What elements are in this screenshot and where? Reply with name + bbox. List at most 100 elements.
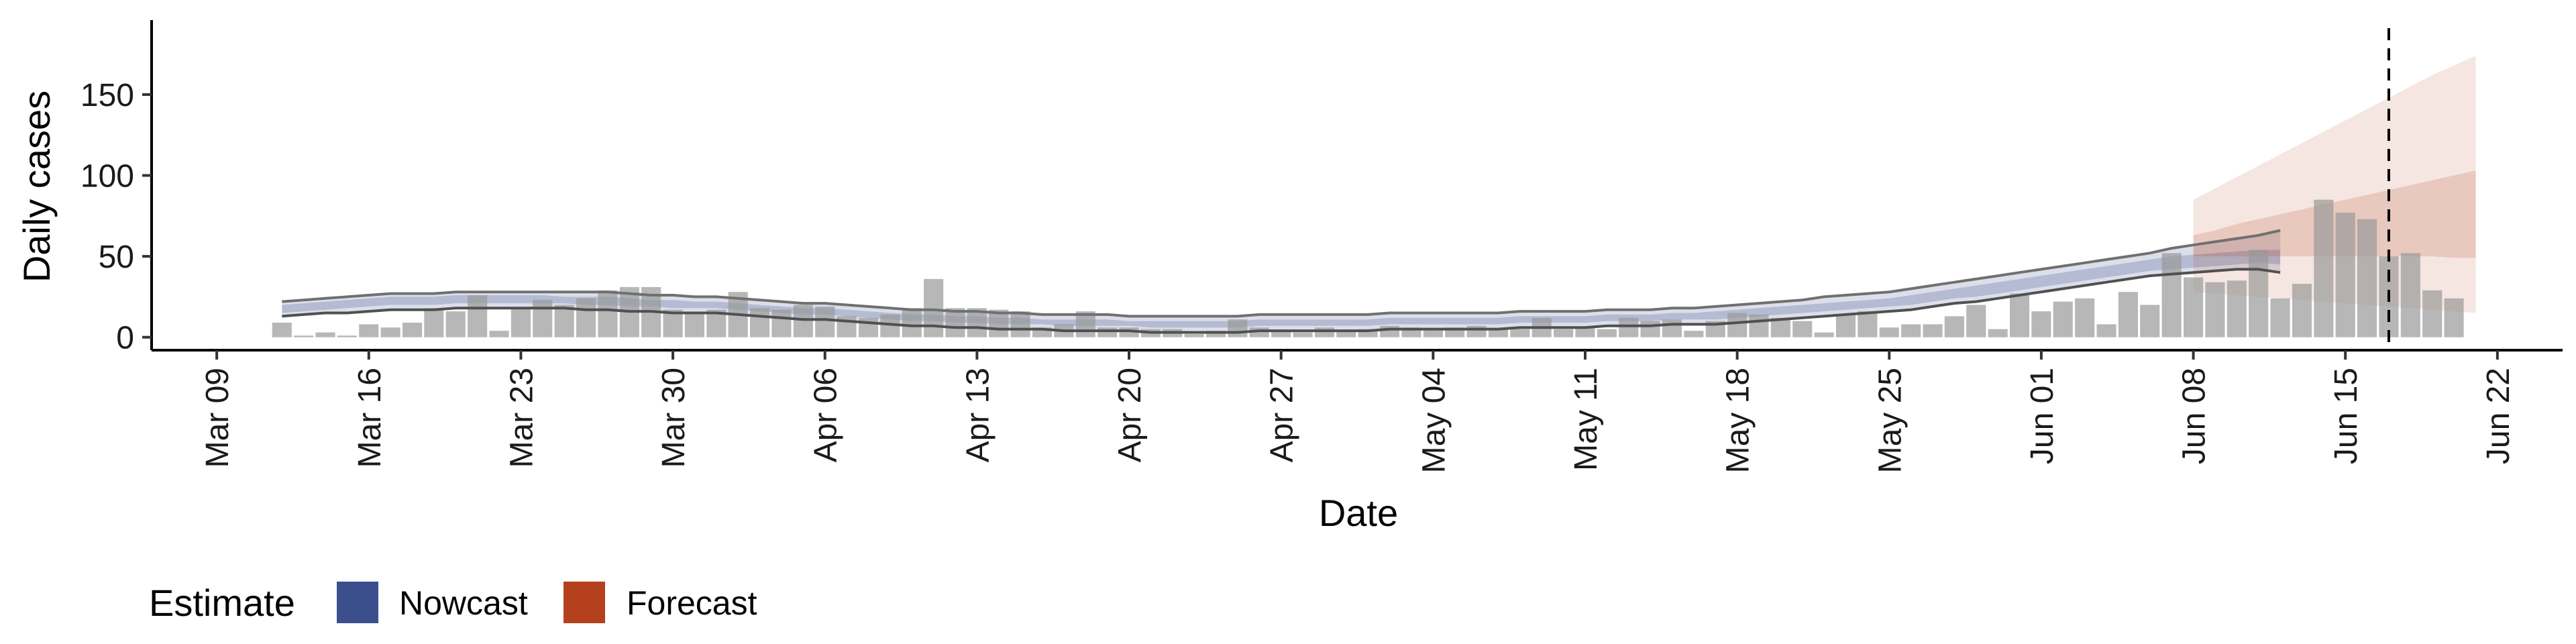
case-bar bbox=[511, 308, 531, 337]
case-bar bbox=[1597, 329, 1617, 337]
case-bar bbox=[1858, 311, 1878, 337]
x-tick-label: Apr 06 bbox=[808, 368, 844, 462]
legend-swatch-nowcast bbox=[337, 582, 378, 623]
x-tick-label: Jun 15 bbox=[2328, 368, 2364, 464]
case-bar bbox=[424, 308, 444, 337]
case-bar bbox=[1662, 319, 1682, 337]
case-bar bbox=[945, 308, 965, 337]
case-bar bbox=[2096, 324, 2116, 337]
case-bar bbox=[1097, 327, 1118, 337]
case-bar bbox=[902, 308, 922, 337]
case-bar bbox=[858, 317, 878, 337]
case-bar bbox=[815, 306, 835, 337]
case-bar bbox=[1619, 317, 1639, 337]
case-bar bbox=[684, 313, 704, 337]
case-bar bbox=[2161, 253, 2182, 337]
case-bar bbox=[1879, 327, 1899, 337]
y-axis-ticks: 0 50 100 150 bbox=[80, 78, 152, 356]
case-bar bbox=[2400, 253, 2420, 337]
y-tick-label: 150 bbox=[80, 78, 134, 113]
case-bar bbox=[1792, 321, 1813, 337]
case-bar bbox=[2053, 301, 2073, 337]
legend-label-nowcast: Nowcast bbox=[399, 584, 528, 622]
case-bar bbox=[1380, 325, 1400, 337]
case-bar bbox=[1684, 331, 1704, 337]
x-tick-label: Jun 01 bbox=[2025, 368, 2060, 464]
case-bar bbox=[2010, 293, 2030, 337]
case-bar bbox=[1423, 329, 1443, 337]
forecast-outer-band bbox=[2193, 56, 2476, 313]
case-bar bbox=[576, 298, 596, 337]
nowcast-inner-band bbox=[282, 250, 2281, 328]
case-bar bbox=[1271, 331, 1291, 337]
case-bar bbox=[359, 324, 379, 337]
x-tick-label: Apr 13 bbox=[960, 368, 996, 462]
x-axis-title: Date bbox=[1319, 492, 1398, 534]
case-bar bbox=[2031, 311, 2051, 337]
case-bar bbox=[1206, 331, 1226, 337]
x-tick-label: May 25 bbox=[1872, 368, 1908, 473]
band-outlines bbox=[282, 229, 2281, 334]
legend-label-forecast: Forecast bbox=[627, 584, 757, 622]
x-tick-label: Apr 20 bbox=[1112, 368, 1148, 462]
case-bar bbox=[1228, 319, 1248, 337]
case-bar bbox=[1835, 314, 1856, 337]
x-tick-label: Mar 16 bbox=[352, 368, 388, 468]
case-bar bbox=[2118, 292, 2138, 337]
x-tick-label: May 04 bbox=[1416, 368, 1452, 473]
case-bar bbox=[1575, 327, 1595, 337]
legend-title: Estimate bbox=[149, 582, 295, 624]
case-bar bbox=[272, 323, 292, 337]
nowcast-outer-band bbox=[282, 230, 2281, 333]
case-bar bbox=[1988, 329, 2008, 337]
case-bar bbox=[1510, 329, 1530, 337]
case-bar bbox=[468, 295, 488, 337]
y-tick-label: 100 bbox=[80, 159, 134, 195]
case-bar bbox=[1184, 333, 1204, 337]
case-bar bbox=[489, 331, 509, 337]
x-tick-label: Apr 27 bbox=[1265, 368, 1300, 462]
x-tick-label: Jun 22 bbox=[2481, 368, 2516, 464]
x-tick-label: Jun 08 bbox=[2177, 368, 2212, 464]
x-tick-label: Mar 23 bbox=[504, 368, 539, 468]
case-bar bbox=[294, 335, 314, 337]
case-bar bbox=[793, 305, 813, 337]
case-bar bbox=[989, 309, 1009, 337]
case-bar bbox=[315, 332, 335, 337]
case-bar bbox=[598, 290, 618, 337]
case-bar bbox=[1966, 305, 1986, 337]
case-bar bbox=[1488, 329, 1508, 337]
legend: Estimate Nowcast Forecast bbox=[149, 582, 757, 624]
case-bar bbox=[2314, 199, 2334, 337]
case-bar bbox=[533, 300, 553, 337]
case-bar bbox=[554, 305, 574, 337]
x-axis-ticks: Mar 09 Mar 16 Mar 23 Mar 30 Apr 06 Apr 13 Apr … bbox=[200, 350, 2516, 473]
legend-swatch-forecast bbox=[564, 582, 605, 623]
case-bar bbox=[1010, 311, 1030, 337]
x-tick-label: May 11 bbox=[1568, 368, 1604, 471]
case-bar bbox=[2184, 277, 2204, 337]
case-bar bbox=[402, 323, 423, 337]
case-bar bbox=[2205, 282, 2225, 337]
case-bar bbox=[380, 327, 400, 337]
case-bar bbox=[2357, 219, 2377, 337]
y-tick-label: 0 bbox=[116, 321, 134, 356]
nowcast-lower-line bbox=[282, 268, 2281, 334]
case-bar bbox=[1814, 332, 1834, 337]
x-tick-label: Mar 30 bbox=[656, 368, 692, 468]
case-bar bbox=[1314, 327, 1334, 337]
case-bar bbox=[1901, 324, 1921, 337]
case-bar bbox=[663, 309, 683, 337]
case-bar bbox=[1923, 324, 1943, 337]
case-bar bbox=[1466, 325, 1487, 337]
case-bar bbox=[1336, 331, 1356, 337]
x-tick-label: Mar 09 bbox=[200, 368, 235, 468]
case-bar bbox=[2075, 298, 2095, 337]
case-bar bbox=[2422, 290, 2443, 337]
forecast-inner-band bbox=[2193, 170, 2476, 258]
case-bar bbox=[924, 278, 944, 337]
case-bar bbox=[2292, 284, 2312, 337]
case-bar bbox=[771, 309, 792, 337]
y-axis-title: Daily cases bbox=[15, 91, 58, 282]
